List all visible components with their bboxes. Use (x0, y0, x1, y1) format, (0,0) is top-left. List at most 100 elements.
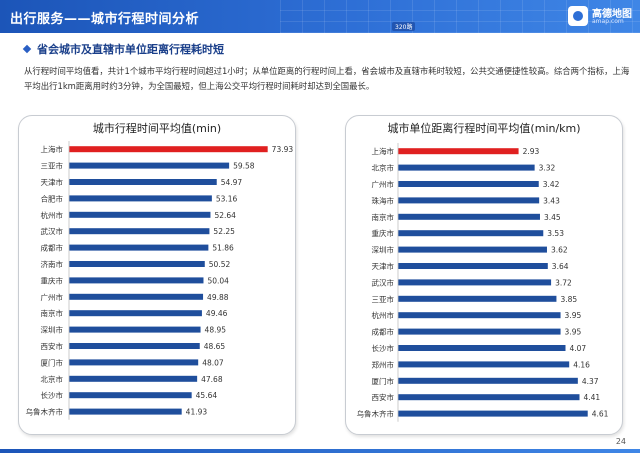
value-label: 3.64 (552, 262, 569, 271)
value-label: 3.53 (547, 229, 564, 238)
value-label: 3.32 (539, 164, 556, 173)
value-label: 4.61 (592, 410, 609, 419)
category-label: 乌鲁木齐市 (357, 409, 395, 419)
bar (69, 244, 209, 251)
category-label: 厦门市 (372, 376, 395, 386)
value-label: 53.16 (216, 194, 238, 203)
value-label: 3.95 (565, 328, 582, 337)
bar (398, 263, 548, 269)
category-label: 深圳市 (372, 245, 395, 255)
page-number: 24 (615, 437, 626, 446)
category-label: 杭州市 (41, 210, 64, 220)
category-label: 上海市 (372, 146, 395, 156)
bar (398, 246, 547, 253)
value-label: 3.45 (544, 213, 561, 222)
footer-line (0, 449, 640, 453)
category-label: 广州市 (41, 292, 64, 302)
value-label: 54.97 (221, 178, 243, 187)
chart-trip-time-svg: 上海市 73.93 三亚市 59.58 天津市 54.97 合肥市 53.16 杭州市 52.64… (26, 141, 294, 420)
bar (398, 361, 570, 368)
value-label: 49.46 (206, 309, 228, 318)
value-label: 50.04 (207, 276, 229, 285)
category-label: 南京市 (41, 308, 64, 318)
bar (69, 277, 204, 284)
category-label: 西安市 (372, 392, 395, 402)
category-label: 长沙市 (41, 390, 64, 400)
category-label: 郑州市 (372, 359, 395, 369)
category-label: 天津市 (41, 177, 64, 187)
chart-panel-unit-time: 城市单位距离行程时间平均值(min/km) 上海市 2.93 北京市 3.32 广州市 3… (345, 115, 623, 435)
category-label: 重庆市 (41, 275, 64, 285)
value-label: 49.88 (207, 293, 229, 302)
value-label: 4.41 (583, 393, 600, 402)
value-label: 3.62 (551, 246, 568, 255)
bar (69, 228, 210, 235)
bar (69, 359, 199, 366)
category-label: 上海市 (41, 144, 64, 154)
category-label: 杭州市 (372, 310, 395, 320)
amap-logo-icon (568, 6, 588, 26)
value-label: 52.25 (213, 227, 235, 236)
bar (69, 310, 202, 317)
bar (398, 410, 588, 417)
value-label: 3.85 (560, 295, 577, 304)
category-label: 济南市 (41, 259, 64, 269)
bar (69, 179, 217, 185)
category-label: 深圳市 (41, 325, 64, 335)
bar (398, 312, 561, 319)
category-label: 武汉市 (372, 277, 395, 287)
value-label: 4.37 (582, 377, 599, 386)
value-label: 48.65 (204, 342, 226, 351)
summary-paragraph: 从行程时间平均值看，共计1个城市平均行程时间超过1小时；从单位距离的行程时间上看… (24, 66, 630, 91)
bar (398, 148, 519, 155)
category-label: 合肥市 (41, 193, 64, 203)
logo-name: 高德地图 (592, 9, 632, 20)
bar (69, 343, 200, 349)
bar (398, 213, 540, 220)
diamond-bullet-icon (22, 44, 32, 54)
chart-unit-time-svg: 上海市 2.93 北京市 3.32 广州市 3.42 珠海市 3.43 南京市 3.45 重庆市 3.… (357, 143, 609, 422)
map-route-badge: 320路 (392, 22, 416, 31)
bar (69, 392, 192, 399)
category-label: 北京市 (41, 374, 64, 384)
value-label: 3.42 (543, 180, 560, 189)
section-title-text: 省会城市及直辖市单位距离行程耗时短 (37, 43, 224, 56)
category-label: 成都市 (372, 327, 395, 337)
category-label: 乌鲁木齐市 (26, 407, 64, 417)
value-label: 52.64 (214, 211, 236, 220)
category-label: 三亚市 (372, 294, 395, 304)
chart-title: 城市行程时间平均值(min) (92, 122, 222, 135)
value-label: 4.16 (573, 360, 590, 369)
bar (69, 162, 230, 169)
section-title: 省会城市及直辖市单位距离行程耗时短 (22, 41, 224, 57)
value-label: 47.68 (201, 375, 223, 384)
category-label: 成都市 (41, 243, 64, 253)
bar (69, 195, 212, 202)
category-label: 重庆市 (372, 228, 395, 238)
bar (69, 293, 204, 300)
category-label: 广州市 (372, 179, 395, 189)
value-label: 50.52 (209, 260, 231, 269)
category-label: 三亚市 (41, 161, 64, 171)
bar (398, 345, 566, 351)
value-label: 73.93 (272, 145, 294, 154)
value-label: 51.86 (212, 244, 234, 253)
bar (69, 375, 198, 382)
value-label: 45.64 (196, 391, 218, 400)
bar (398, 197, 540, 204)
bar (69, 326, 201, 333)
amap-logo: 高德地图 amap.com (568, 4, 634, 30)
bar (398, 328, 561, 335)
value-label: 4.07 (569, 344, 586, 353)
header-bar: 出行服务——城市行程时间分析 320路 高德地图 amap.com (0, 0, 640, 33)
bar (69, 146, 268, 153)
value-label: 3.95 (565, 311, 582, 320)
category-label: 北京市 (372, 163, 395, 173)
category-label: 武汉市 (41, 226, 64, 236)
page-title: 出行服务——城市行程时间分析 (10, 12, 200, 27)
value-label: 48.07 (202, 358, 224, 367)
bar (69, 211, 211, 218)
value-label: 2.93 (523, 147, 540, 156)
bar (398, 279, 552, 286)
bar (398, 295, 557, 302)
